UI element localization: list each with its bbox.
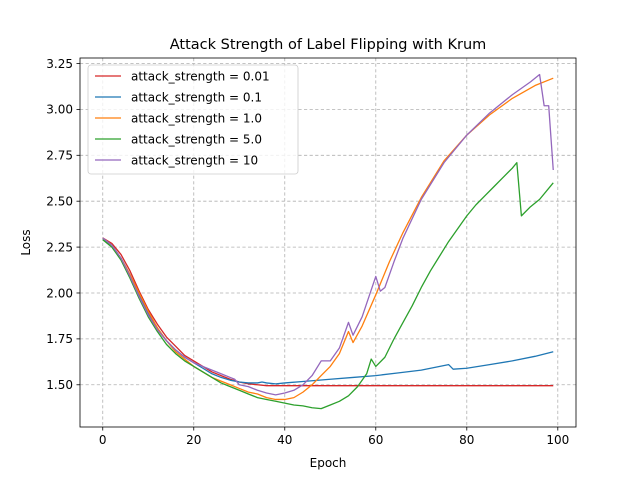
series-lines	[102, 73, 554, 410]
y-tick-label: 2.75	[46, 149, 73, 163]
x-axis-label: Epoch	[310, 456, 347, 470]
series-line	[102, 161, 554, 410]
y-axis-label: Loss	[19, 229, 33, 255]
chart-title: Attack Strength of Label Flipping with K…	[170, 37, 487, 53]
legend-label: attack_strength = 0.1	[131, 90, 262, 104]
x-tick-label: 40	[277, 433, 292, 447]
y-tick-label: 3.25	[46, 57, 73, 71]
legend: attack_strength = 0.01 attack_strength = …	[87, 64, 299, 175]
y-tick-label: 2.50	[46, 194, 73, 208]
legend-label: attack_strength = 1.0	[131, 111, 262, 125]
y-axis-ticks: 1.50 1.75 2.00 2.25 2.50 2.75 3.00 3.25	[46, 57, 80, 392]
x-tick-label: 0	[99, 433, 107, 447]
series-line	[102, 73, 554, 396]
y-tick-label: 1.50	[46, 378, 73, 392]
series-line	[102, 237, 554, 387]
plot-area-frame	[79, 57, 577, 428]
x-tick-label: 60	[368, 433, 383, 447]
x-tick-label: 100	[546, 433, 569, 447]
legend-label: attack_strength = 5.0	[131, 132, 262, 146]
legend-label: attack_strength = 0.01	[131, 69, 270, 83]
legend-box	[87, 64, 299, 175]
x-tick-label: 80	[459, 433, 474, 447]
y-tick-label: 2.00	[46, 286, 73, 300]
y-tick-label: 2.25	[46, 240, 73, 254]
grid-lines	[80, 58, 576, 427]
x-axis-ticks: 0 20 40 60 80 100	[99, 427, 569, 447]
x-tick-label: 20	[186, 433, 201, 447]
y-tick-label: 3.00	[46, 103, 73, 117]
y-tick-label: 1.75	[46, 332, 73, 346]
legend-label: attack_strength = 10	[131, 153, 258, 167]
series-line	[102, 239, 554, 385]
